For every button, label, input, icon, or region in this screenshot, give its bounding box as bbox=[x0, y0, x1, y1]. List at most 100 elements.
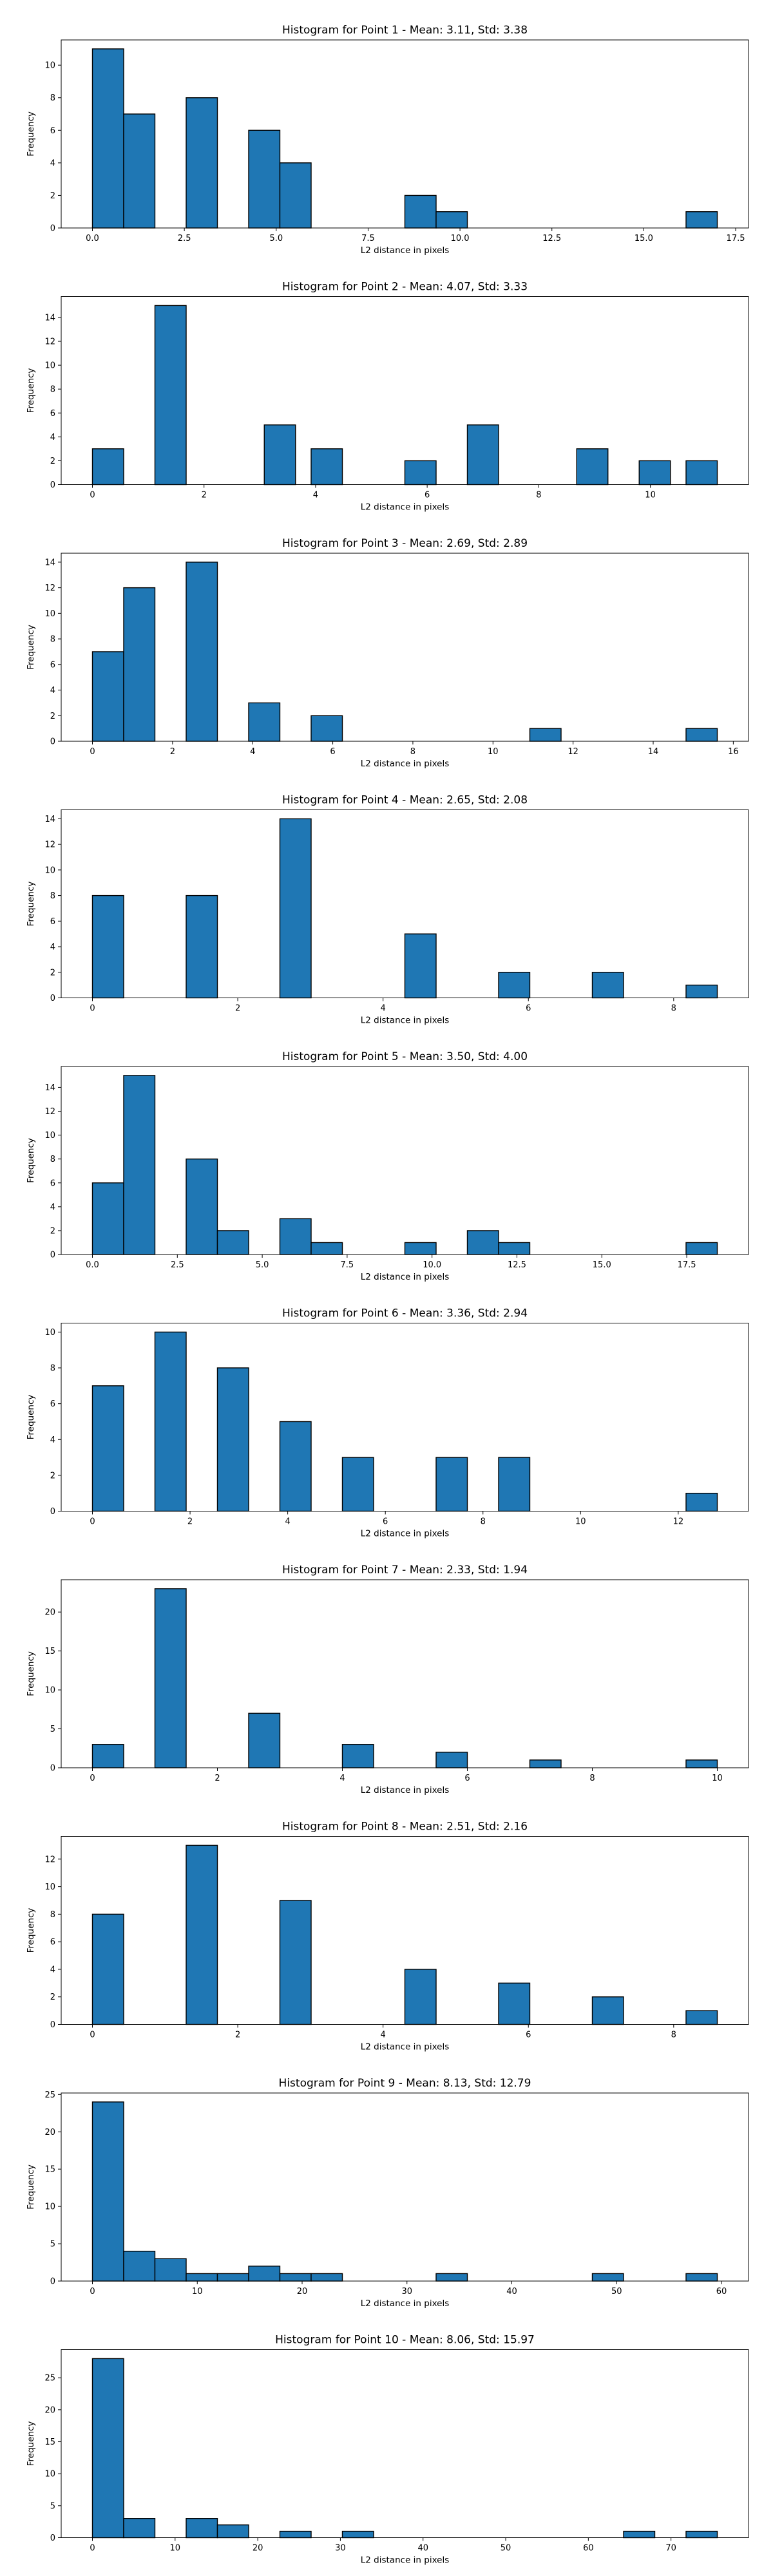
y-tick-label: 2 bbox=[50, 457, 55, 466]
y-tick-label: 2 bbox=[50, 1226, 55, 1236]
histogram-bar bbox=[341, 1457, 374, 1512]
x-tick-label: 7.5 bbox=[361, 234, 375, 243]
x-tick-label: 10 bbox=[488, 747, 499, 757]
y-tick-label: 8 bbox=[50, 1910, 55, 1920]
y-tick-label: 10 bbox=[44, 1686, 55, 1696]
histogram-bar bbox=[591, 1996, 624, 2025]
y-tick-label: 12 bbox=[44, 583, 55, 593]
x-tick-label: 4 bbox=[381, 2031, 386, 2040]
chart-title: Histogram for Point 2 - Mean: 4.07, Std:… bbox=[282, 281, 528, 294]
y-tick-label: 25 bbox=[44, 2090, 55, 2100]
x-tick-label: 4 bbox=[285, 1517, 290, 1527]
histogram-bar bbox=[341, 2530, 374, 2539]
x-tick-label: 12 bbox=[568, 747, 578, 757]
y-tick-label: 2 bbox=[50, 1471, 55, 1481]
y-tick-label: 2 bbox=[50, 191, 55, 201]
y-axis-label: Frequency bbox=[26, 882, 36, 927]
y-tick-label: 5 bbox=[50, 1725, 55, 1734]
y-tick-label: 2 bbox=[50, 712, 55, 721]
x-tick-label: 10 bbox=[192, 2287, 203, 2297]
histogram-bar bbox=[216, 2524, 249, 2539]
x-tick-label: 0 bbox=[90, 1004, 95, 1014]
plot-frame bbox=[61, 1579, 749, 1768]
x-tick-label: 50 bbox=[611, 2287, 622, 2297]
histogram-bar bbox=[404, 1969, 437, 2025]
y-axis-label: Frequency bbox=[26, 625, 36, 670]
histogram-bar bbox=[685, 2010, 718, 2025]
histogram-bar bbox=[404, 460, 437, 486]
histogram-panel-4: Histogram for Point 4 - Mean: 2.65, Std:… bbox=[26, 794, 749, 1026]
histogram-bar bbox=[685, 211, 718, 229]
y-tick-label: 10 bbox=[44, 1131, 55, 1141]
x-axis-label: L2 distance in pixels bbox=[361, 1272, 449, 1282]
x-tick-label: 2.5 bbox=[171, 1260, 184, 1270]
x-tick-label: 8 bbox=[481, 1517, 486, 1527]
x-tick-label: 10 bbox=[170, 2544, 181, 2553]
y-tick-label: 10 bbox=[44, 866, 55, 875]
histogram-panel-8: Histogram for Point 8 - Mean: 2.51, Std:… bbox=[26, 1821, 749, 2052]
x-tick-label: 5.0 bbox=[269, 234, 283, 243]
y-tick-label: 0 bbox=[50, 1764, 55, 1774]
y-tick-label: 0 bbox=[50, 737, 55, 747]
y-tick-label: 14 bbox=[44, 313, 55, 323]
y-tick-label: 4 bbox=[50, 1965, 55, 1975]
x-tick-label: 4 bbox=[381, 1004, 386, 1014]
histogram-bar bbox=[498, 1982, 531, 2025]
histogram-bar bbox=[91, 48, 124, 229]
y-tick-label: 15 bbox=[44, 1647, 55, 1656]
histogram-bar bbox=[685, 1759, 718, 1768]
x-tick-label: 20 bbox=[297, 2287, 308, 2297]
y-tick-label: 6 bbox=[50, 660, 55, 670]
y-tick-label: 6 bbox=[50, 126, 55, 136]
y-axis-label: Frequency bbox=[26, 1395, 36, 1440]
x-axis-label: L2 distance in pixels bbox=[361, 245, 449, 256]
x-tick-label: 70 bbox=[665, 2544, 676, 2553]
histogram-bar bbox=[123, 2518, 156, 2539]
x-tick-label: 0.0 bbox=[86, 1260, 99, 1270]
x-tick-label: 0 bbox=[90, 2544, 95, 2553]
histogram-bar bbox=[248, 2266, 281, 2282]
y-axis-label: Frequency bbox=[26, 2421, 36, 2467]
x-tick-label: 60 bbox=[583, 2544, 594, 2553]
histogram-bar bbox=[123, 2250, 156, 2282]
plot-frame bbox=[61, 2092, 749, 2282]
x-tick-label: 2 bbox=[170, 747, 175, 757]
y-axis-label: Frequency bbox=[26, 111, 36, 156]
x-tick-label: 2.5 bbox=[178, 234, 191, 243]
histogram-bar bbox=[216, 1367, 249, 1512]
y-axis-label: Frequency bbox=[26, 1651, 36, 1696]
y-tick-label: 10 bbox=[44, 2202, 55, 2212]
histogram-bar bbox=[435, 1752, 468, 1768]
y-tick-label: 20 bbox=[44, 2405, 55, 2415]
chart-title: Histogram for Point 5 - Mean: 3.50, Std:… bbox=[282, 1050, 528, 1063]
histogram-bar bbox=[310, 715, 343, 742]
y-tick-label: 2 bbox=[50, 968, 55, 978]
histogram-bar bbox=[685, 1242, 718, 1255]
y-axis-label: Frequency bbox=[26, 2164, 36, 2210]
histogram-bar bbox=[186, 2273, 218, 2282]
histogram-bar bbox=[529, 1759, 562, 1768]
chart-title: Histogram for Point 7 - Mean: 2.33, Std:… bbox=[282, 1564, 528, 1577]
histogram-bar bbox=[248, 129, 281, 229]
y-tick-label: 4 bbox=[50, 433, 55, 442]
x-tick-label: 7.5 bbox=[341, 1260, 354, 1270]
x-tick-label: 2 bbox=[187, 1517, 193, 1527]
histogram-bar bbox=[154, 2258, 187, 2282]
histogram-bar bbox=[310, 2273, 343, 2282]
histogram-bar bbox=[91, 448, 124, 486]
x-tick-label: 10.0 bbox=[423, 1260, 441, 1270]
y-tick-label: 12 bbox=[44, 337, 55, 347]
histogram-bar bbox=[498, 1242, 531, 1255]
chart-title: Histogram for Point 8 - Mean: 2.51, Std:… bbox=[282, 1821, 528, 1833]
x-tick-label: 8 bbox=[410, 747, 415, 757]
histogram-bar bbox=[91, 1913, 124, 2025]
histogram-bar bbox=[529, 728, 562, 742]
x-tick-label: 6 bbox=[526, 2031, 531, 2040]
x-tick-label: 15.0 bbox=[593, 1260, 611, 1270]
histogram-bar bbox=[638, 460, 671, 486]
histogram-bar bbox=[154, 1588, 187, 1768]
histogram-panel-10: Histogram for Point 10 - Mean: 8.06, Std… bbox=[26, 2334, 749, 2566]
histogram-bar bbox=[498, 1457, 531, 1512]
plot-frame bbox=[61, 296, 749, 485]
